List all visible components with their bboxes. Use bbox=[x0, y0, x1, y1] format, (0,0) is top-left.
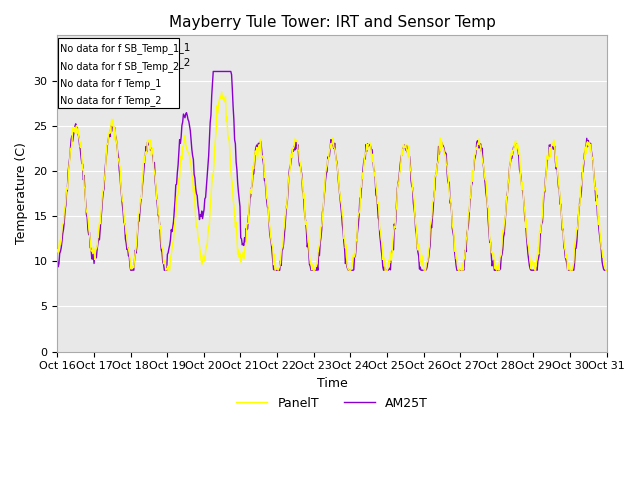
Text: No data for f Temp_2: No data for f Temp_2 bbox=[60, 96, 162, 106]
AM25T bbox=[63, 188, 71, 193]
Text: No data for f Temp_1: No data for f Temp_1 bbox=[63, 73, 172, 84]
AM25T bbox=[54, 257, 61, 263]
PanelT bbox=[177, 161, 184, 167]
PanelT bbox=[54, 247, 61, 253]
Text: No data for f SB_Temp_1: No data for f SB_Temp_1 bbox=[63, 42, 190, 53]
PanelT bbox=[120, 210, 128, 216]
PanelT bbox=[218, 89, 225, 95]
Text: No data for f SB_Temp_1: No data for f SB_Temp_1 bbox=[60, 43, 179, 54]
Line: AM25T: AM25T bbox=[58, 72, 607, 270]
Text: No data for f SB_Temp_2: No data for f SB_Temp_2 bbox=[60, 60, 179, 72]
Legend: PanelT, AM25T: PanelT, AM25T bbox=[231, 392, 433, 415]
Line: PanelT: PanelT bbox=[58, 92, 607, 270]
Bar bbox=[58, 38, 179, 108]
AM25T bbox=[417, 264, 424, 270]
AM25T bbox=[177, 141, 184, 146]
AM25T bbox=[127, 267, 134, 273]
AM25T bbox=[205, 137, 213, 143]
AM25T bbox=[603, 267, 611, 273]
Text: No data for f SB_Temp_2: No data for f SB_Temp_2 bbox=[63, 58, 190, 68]
Text: No data for f Temp_2: No data for f Temp_2 bbox=[63, 89, 172, 100]
PanelT bbox=[417, 259, 424, 264]
X-axis label: Time: Time bbox=[317, 377, 348, 390]
AM25T bbox=[401, 144, 408, 150]
Text: No data for f Temp_1: No data for f Temp_1 bbox=[60, 78, 161, 89]
Y-axis label: Temperature (C): Temperature (C) bbox=[15, 143, 28, 244]
PanelT bbox=[63, 186, 71, 192]
PanelT bbox=[162, 267, 170, 273]
PanelT bbox=[401, 144, 408, 150]
AM25T bbox=[209, 69, 217, 74]
AM25T bbox=[120, 219, 128, 225]
PanelT bbox=[603, 267, 611, 273]
PanelT bbox=[205, 221, 213, 227]
Title: Mayberry Tule Tower: IRT and Sensor Temp: Mayberry Tule Tower: IRT and Sensor Temp bbox=[168, 15, 495, 30]
